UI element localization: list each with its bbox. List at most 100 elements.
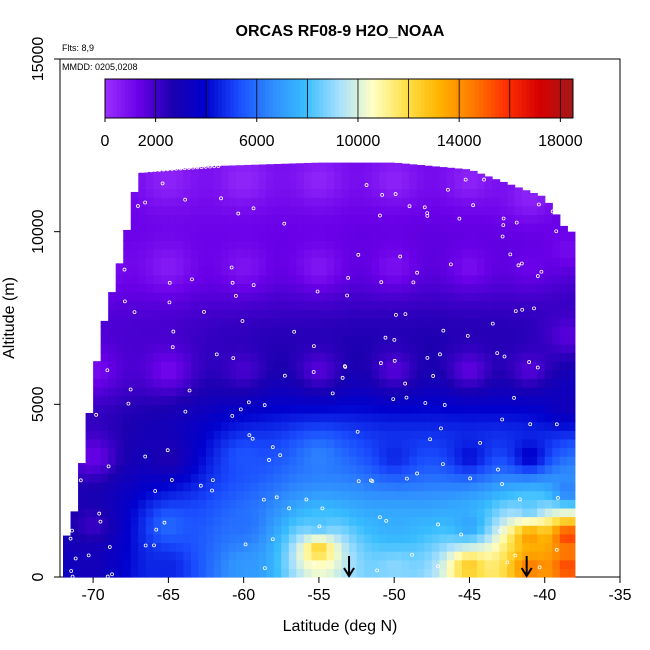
colorbar-segment	[194, 79, 200, 118]
heatmap-cell	[386, 309, 395, 319]
heatmap-cell	[258, 395, 267, 405]
heatmap-cell	[108, 516, 117, 526]
heatmap-cell	[394, 257, 403, 267]
heatmap-cell	[499, 412, 508, 423]
heatmap-cell	[168, 499, 177, 509]
heatmap-cell	[288, 456, 297, 466]
sample-point	[392, 337, 397, 342]
heatmap-cell	[416, 335, 425, 345]
heatmap-cell	[522, 516, 531, 526]
heatmap-cell	[213, 335, 222, 345]
heatmap-cell	[379, 533, 388, 544]
heatmap-cell	[507, 197, 516, 207]
heatmap-cell	[371, 171, 380, 181]
sample-point	[110, 572, 114, 577]
heatmap-cell	[416, 456, 425, 466]
heatmap-cell	[416, 499, 425, 509]
heatmap-cell	[559, 551, 568, 561]
heatmap-cell	[476, 551, 486, 561]
heatmap-cell	[394, 412, 403, 423]
heatmap-cell	[213, 387, 222, 397]
heatmap-cell	[476, 309, 486, 319]
heatmap-cell	[356, 343, 365, 354]
heatmap-cell	[206, 171, 215, 181]
heatmap-cell	[537, 369, 546, 380]
sample-point	[407, 204, 412, 209]
heatmap-cell	[153, 205, 162, 215]
heatmap-cell	[221, 326, 230, 336]
colorbar-segment	[378, 79, 383, 118]
heatmap-cell	[386, 499, 395, 509]
heatmap-cell	[160, 205, 169, 215]
heatmap-cell	[258, 447, 267, 457]
heatmap-cell	[145, 326, 154, 336]
heatmap-cell	[552, 292, 561, 302]
heatmap-cell	[507, 525, 516, 535]
colorbar-segment	[463, 79, 469, 118]
heatmap-cell	[303, 318, 312, 328]
heatmap-cell	[514, 231, 523, 241]
heatmap-cell	[424, 274, 433, 285]
heatmap-cell	[529, 490, 538, 500]
heatmap-cell	[228, 165, 237, 172]
heatmap-cell	[160, 482, 169, 492]
heatmap-cell	[160, 352, 169, 362]
heatmap-cell	[552, 300, 561, 310]
heatmap-cell	[446, 369, 456, 380]
heatmap-cell	[318, 421, 328, 431]
heatmap-cell	[145, 568, 154, 578]
heatmap-cell	[273, 525, 282, 535]
heatmap-cell	[499, 223, 508, 233]
heatmap-cell	[213, 240, 222, 250]
sample-point	[364, 183, 369, 187]
heatmap-cell	[446, 248, 456, 259]
heatmap-cell	[431, 507, 440, 518]
heatmap-cell	[123, 482, 132, 492]
heatmap-cell	[130, 266, 139, 276]
heatmap-cell	[454, 179, 463, 190]
heatmap-cell	[115, 352, 124, 362]
heatmap-cell	[371, 188, 380, 198]
heatmap-cell	[281, 231, 290, 241]
heatmap-cell	[145, 309, 154, 319]
heatmap-cell	[461, 343, 471, 354]
heatmap-cell	[454, 438, 463, 449]
heatmap-cell	[145, 387, 154, 397]
heatmap-cell	[198, 361, 207, 371]
heatmap-cell	[469, 179, 478, 190]
heatmap-cell	[326, 525, 335, 535]
heatmap-cell	[145, 447, 154, 457]
heatmap-cell	[567, 533, 576, 544]
heatmap-cell	[476, 179, 486, 190]
heatmap-cell	[258, 197, 267, 207]
heatmap-cell	[341, 309, 350, 319]
heatmap-cell	[439, 404, 448, 414]
heatmap-cell	[190, 248, 200, 259]
heatmap-cell	[454, 171, 463, 181]
heatmap-cell	[446, 568, 456, 578]
heatmap-cell	[326, 335, 335, 345]
heatmap-cell	[529, 421, 538, 431]
heatmap-cell	[93, 551, 102, 561]
heatmap-cell	[213, 438, 222, 449]
heatmap-cell	[514, 473, 523, 483]
colorbar-segment	[179, 79, 184, 118]
heatmap-cell	[469, 507, 478, 518]
heatmap-cell	[100, 352, 109, 362]
heatmap-cell	[168, 464, 177, 474]
heatmap-cell	[544, 551, 553, 561]
sample-point	[457, 216, 462, 221]
sample-point	[128, 387, 133, 392]
sample-point	[262, 403, 267, 408]
heatmap-cell	[108, 456, 117, 466]
heatmap-cell	[288, 266, 297, 276]
heatmap-cell	[258, 188, 267, 198]
heatmap-cell	[431, 266, 440, 276]
heatmap-cell	[318, 326, 328, 336]
heatmap-cell	[349, 197, 358, 207]
heatmap-cell	[198, 266, 207, 276]
heatmap-cell	[190, 490, 200, 500]
heatmap-cell	[198, 516, 207, 526]
heatmap-cell	[424, 438, 433, 449]
heatmap-cell	[273, 551, 282, 561]
